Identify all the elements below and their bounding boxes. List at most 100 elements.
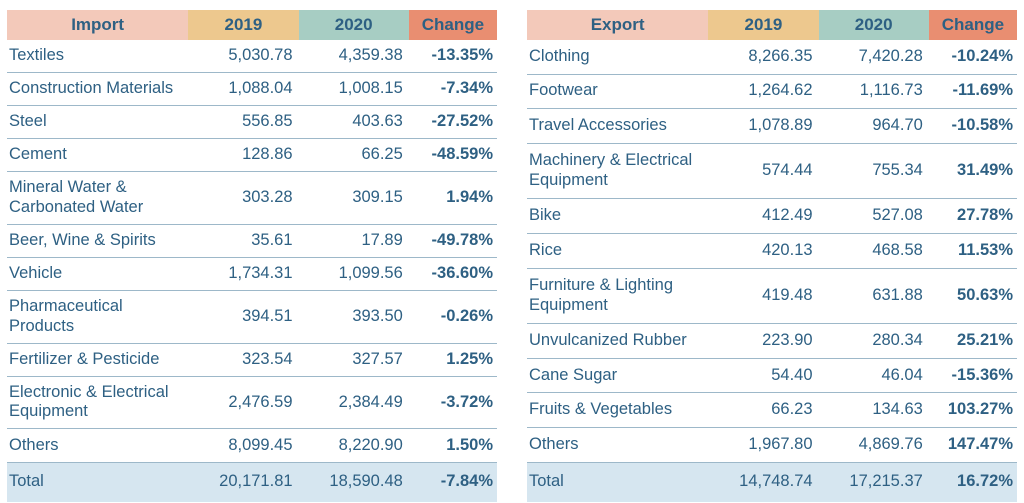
row-label: Footwear bbox=[527, 74, 709, 110]
value-change: -10.58% bbox=[928, 108, 1017, 144]
value-2020: 17,215.37 bbox=[818, 462, 929, 502]
value-2020: 327.57 bbox=[298, 343, 409, 377]
value-2019: 8,266.35 bbox=[708, 40, 819, 75]
header-label: Import bbox=[7, 10, 189, 40]
value-change: -10.24% bbox=[928, 40, 1017, 75]
row-label: Others bbox=[527, 427, 709, 463]
value-2019: 556.85 bbox=[188, 105, 299, 139]
row-label: Cement bbox=[7, 138, 189, 172]
table-row: Bike 412.49 527.08 27.78% bbox=[527, 198, 1017, 234]
value-change: 25.21% bbox=[928, 323, 1017, 359]
row-label: Total bbox=[7, 462, 189, 502]
row-label: Clothing bbox=[527, 40, 709, 75]
value-change: -15.36% bbox=[928, 358, 1017, 394]
total-row: Total 20,171.81 18,590.48 -7.84% bbox=[7, 462, 497, 502]
header-2020: 2020 bbox=[298, 10, 409, 40]
row-label: Vehicle bbox=[7, 257, 189, 291]
value-change: -3.72% bbox=[408, 376, 497, 430]
value-2020: 755.34 bbox=[818, 143, 929, 200]
value-2020: 468.58 bbox=[818, 233, 929, 269]
value-change: 11.53% bbox=[928, 233, 1017, 269]
row-label: Mineral Water & Carbonated Water bbox=[7, 171, 189, 225]
value-2020: 17.89 bbox=[298, 224, 409, 258]
row-label: Pharmaceutical Products bbox=[7, 290, 189, 344]
value-change: -0.26% bbox=[408, 290, 497, 344]
value-2019: 1,088.04 bbox=[188, 72, 299, 106]
value-change: -36.60% bbox=[408, 257, 497, 291]
table-row: Electronic & Electrical Equipment 2,476.5… bbox=[7, 376, 497, 430]
value-2020: 8,220.90 bbox=[298, 428, 409, 463]
value-2020: 66.25 bbox=[298, 138, 409, 172]
total-row: Total 14,748.74 17,215.37 16.72% bbox=[527, 462, 1017, 502]
value-2020: 964.70 bbox=[818, 108, 929, 144]
table-row: Machinery & Electrical Equipment 574.44 75… bbox=[527, 143, 1017, 200]
value-2019: 8,099.45 bbox=[188, 428, 299, 463]
row-label: Unvulcanized Rubber bbox=[527, 323, 709, 359]
row-label: Fertilizer & Pesticide bbox=[7, 343, 189, 377]
value-2020: 403.63 bbox=[298, 105, 409, 139]
row-label: Electronic & Electrical Equipment bbox=[7, 376, 189, 430]
value-change: 1.50% bbox=[408, 428, 497, 463]
table-row: Furniture & Lighting Equipment 419.48 631.… bbox=[527, 268, 1017, 325]
value-change: 1.25% bbox=[408, 343, 497, 377]
value-2019: 20,171.81 bbox=[188, 462, 299, 502]
value-2020: 4,869.76 bbox=[818, 427, 929, 463]
value-change: 27.78% bbox=[928, 198, 1017, 234]
value-2019: 35.61 bbox=[188, 224, 299, 258]
value-2020: 527.08 bbox=[818, 198, 929, 234]
header-change: Change bbox=[928, 10, 1017, 40]
table-row: Cane Sugar 54.40 46.04 -15.36% bbox=[527, 358, 1017, 394]
value-2019: 1,967.80 bbox=[708, 427, 819, 463]
value-2019: 412.49 bbox=[708, 198, 819, 234]
value-change: 50.63% bbox=[928, 268, 1017, 325]
table-row: Textiles 5,030.78 4,359.38 -13.35% bbox=[7, 40, 497, 73]
value-2019: 420.13 bbox=[708, 233, 819, 269]
value-2019: 66.23 bbox=[708, 392, 819, 428]
row-label: Construction Materials bbox=[7, 72, 189, 106]
header-2020: 2020 bbox=[818, 10, 929, 40]
value-2019: 128.86 bbox=[188, 138, 299, 172]
value-2019: 223.90 bbox=[708, 323, 819, 359]
value-2019: 323.54 bbox=[188, 343, 299, 377]
value-2019: 419.48 bbox=[708, 268, 819, 325]
value-change: 103.27% bbox=[928, 392, 1017, 428]
table-row: Construction Materials 1,088.04 1,008.15 -7… bbox=[7, 72, 497, 106]
value-2019: 5,030.78 bbox=[188, 40, 299, 73]
value-2019: 1,264.62 bbox=[708, 74, 819, 110]
value-2019: 1,734.31 bbox=[188, 257, 299, 291]
table-row: Cement 128.86 66.25 -48.59% bbox=[7, 138, 497, 172]
table-row: Others 8,099.45 8,220.90 1.50% bbox=[7, 428, 497, 463]
value-2020: 46.04 bbox=[818, 358, 929, 394]
value-change: 147.47% bbox=[928, 427, 1017, 463]
header-label: Export bbox=[527, 10, 709, 40]
export-table: Export 2019 2020 Change Clothing 8,266.35 7,42… bbox=[527, 10, 1017, 502]
value-2020: 631.88 bbox=[818, 268, 929, 325]
row-label: Textiles bbox=[7, 40, 189, 73]
value-2020: 1,116.73 bbox=[818, 74, 929, 110]
value-change: -27.52% bbox=[408, 105, 497, 139]
row-label: Fruits & Vegetables bbox=[527, 392, 709, 428]
value-change: -11.69% bbox=[928, 74, 1017, 110]
value-2020: 393.50 bbox=[298, 290, 409, 344]
value-2020: 1,008.15 bbox=[298, 72, 409, 106]
table-row: Travel Accessories 1,078.89 964.70 -10.58% bbox=[527, 108, 1017, 144]
table-row: Clothing 8,266.35 7,420.28 -10.24% bbox=[527, 40, 1017, 75]
value-2020: 134.63 bbox=[818, 392, 929, 428]
row-label: Others bbox=[7, 428, 189, 463]
value-2020: 1,099.56 bbox=[298, 257, 409, 291]
header-row: Import 2019 2020 Change bbox=[7, 10, 497, 40]
value-change: -13.35% bbox=[408, 40, 497, 73]
value-2020: 7,420.28 bbox=[818, 40, 929, 75]
row-label: Total bbox=[527, 462, 709, 502]
row-label: Beer, Wine & Spirits bbox=[7, 224, 189, 258]
value-2020: 309.15 bbox=[298, 171, 409, 225]
table-row: Unvulcanized Rubber 223.90 280.34 25.21% bbox=[527, 323, 1017, 359]
row-label: Cane Sugar bbox=[527, 358, 709, 394]
value-2019: 1,078.89 bbox=[708, 108, 819, 144]
table-row: Footwear 1,264.62 1,116.73 -11.69% bbox=[527, 74, 1017, 110]
row-label: Rice bbox=[527, 233, 709, 269]
value-change: 1.94% bbox=[408, 171, 497, 225]
value-change: -49.78% bbox=[408, 224, 497, 258]
value-2019: 2,476.59 bbox=[188, 376, 299, 430]
header-change: Change bbox=[408, 10, 497, 40]
